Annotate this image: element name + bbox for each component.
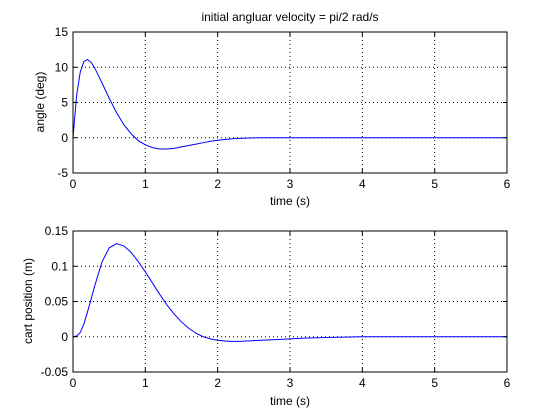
angle-x-tick-label-6: 6	[504, 177, 511, 191]
angle-series-line	[72, 58, 507, 150]
cart-position-x-tick-label-5: 5	[431, 376, 438, 390]
cart-position-y-tick-label-0: -0.05	[41, 365, 69, 379]
angle-y-tick-label-1: 0	[61, 131, 68, 145]
cart-position-y-tick-label-4: 0.15	[45, 224, 69, 238]
cart-position-y-tick-label-3: 0.1	[51, 259, 68, 273]
angle-x-tick-label-1: 1	[142, 177, 149, 191]
angle-x-tick-label-4: 4	[359, 177, 366, 191]
cart-position-x-tick-label-2: 2	[214, 376, 221, 390]
angle-y-tick-label-3: 10	[55, 60, 69, 74]
angle-y-tick-label-4: 15	[55, 25, 69, 39]
angle-y-tick-label-2: 5	[61, 96, 68, 110]
angle-x-axis-label: time (s)	[270, 194, 310, 208]
cart-position-x-tick-label-4: 4	[359, 376, 366, 390]
cart-position-x-tick-label-6: 6	[504, 376, 511, 390]
angle-x-tick-label-5: 5	[431, 177, 438, 191]
angle-subplot: initial angluar velocity = pi/2 rad/s ti…	[33, 10, 511, 208]
angle-plot-title: initial angluar velocity = pi/2 rad/s	[201, 10, 378, 24]
cart-position-x-tick-label-3: 3	[287, 376, 294, 390]
angle-y-axis-label: angle (deg)	[33, 72, 47, 133]
angle-x-tick-label-0: 0	[70, 177, 77, 191]
cart-position-y-axis-label: cart position (m)	[21, 258, 35, 344]
cart-position-x-tick-label-1: 1	[142, 376, 149, 390]
angle-x-tick-label-3: 3	[287, 177, 294, 191]
cart-position-x-tick-label-0: 0	[70, 376, 77, 390]
cart-position-series-line	[72, 243, 507, 342]
cart-position-subplot: time (s) cart position (m) 0 1 2 3 4 5 6-0.050…	[21, 224, 511, 408]
angle-x-tick-label-2: 2	[214, 177, 221, 191]
angle-y-tick-label-0: -5	[57, 166, 68, 180]
cart-position-x-axis-label: time (s)	[270, 394, 310, 408]
cart-position-y-tick-label-2: 0.05	[45, 295, 69, 309]
cart-position-y-tick-label-1: 0	[61, 330, 68, 344]
